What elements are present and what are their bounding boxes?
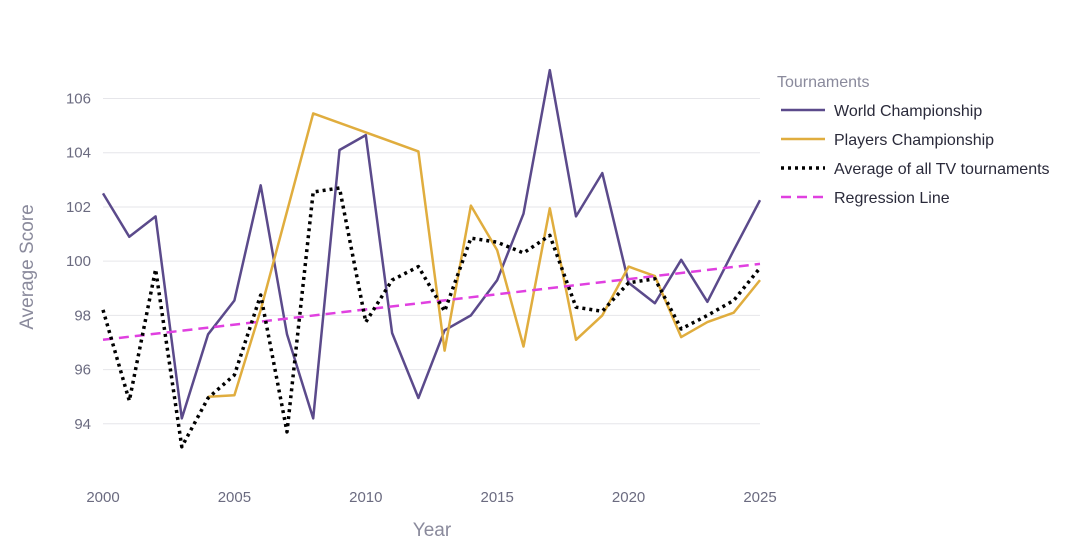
- x-tick-label: 2000: [86, 489, 119, 506]
- y-tick-label: 106: [66, 91, 91, 108]
- y-tick-label: 98: [74, 307, 91, 324]
- y-tick-label: 94: [74, 416, 91, 433]
- legend-label: Regression Line: [834, 190, 950, 207]
- y-axis-title: Average Score: [17, 204, 38, 329]
- legend-items: World Championship Players Championship Av…: [781, 103, 1050, 207]
- legend-label: World Championship: [834, 103, 982, 120]
- y-tick-label: 96: [74, 362, 91, 379]
- x-axis-title: Year: [413, 520, 452, 541]
- series-line-average-of-all-tv-tournaments: [101, 186, 762, 449]
- x-tick-label: 2010: [349, 489, 382, 506]
- legend-label: Average of all TV tournaments: [834, 161, 1050, 178]
- legend-title: Tournaments: [777, 74, 870, 91]
- legend: Tournaments World Championship Players Ch…: [777, 74, 1050, 207]
- series-lines: [101, 68, 762, 449]
- y-tick-label: 100: [66, 253, 91, 270]
- series-line-regression-line: [102, 262, 761, 342]
- x-tick-label: 2015: [481, 489, 514, 506]
- y-tick-label: 102: [66, 199, 91, 216]
- x-tick-label: 2020: [612, 489, 645, 506]
- y-tick-label: 104: [66, 145, 91, 162]
- series-line-players-championship: [208, 112, 761, 398]
- gridlines: [103, 98, 760, 425]
- legend-label: Players Championship: [834, 132, 994, 149]
- y-axis-ticks: 94 96 98 100 102 104 106: [66, 91, 91, 433]
- x-axis-ticks: 2000 2005 2010 2015 2020 2025: [86, 489, 776, 506]
- x-tick-label: 2005: [218, 489, 251, 506]
- x-tick-label: 2025: [743, 489, 776, 506]
- series-line-world-championship: [101, 68, 762, 420]
